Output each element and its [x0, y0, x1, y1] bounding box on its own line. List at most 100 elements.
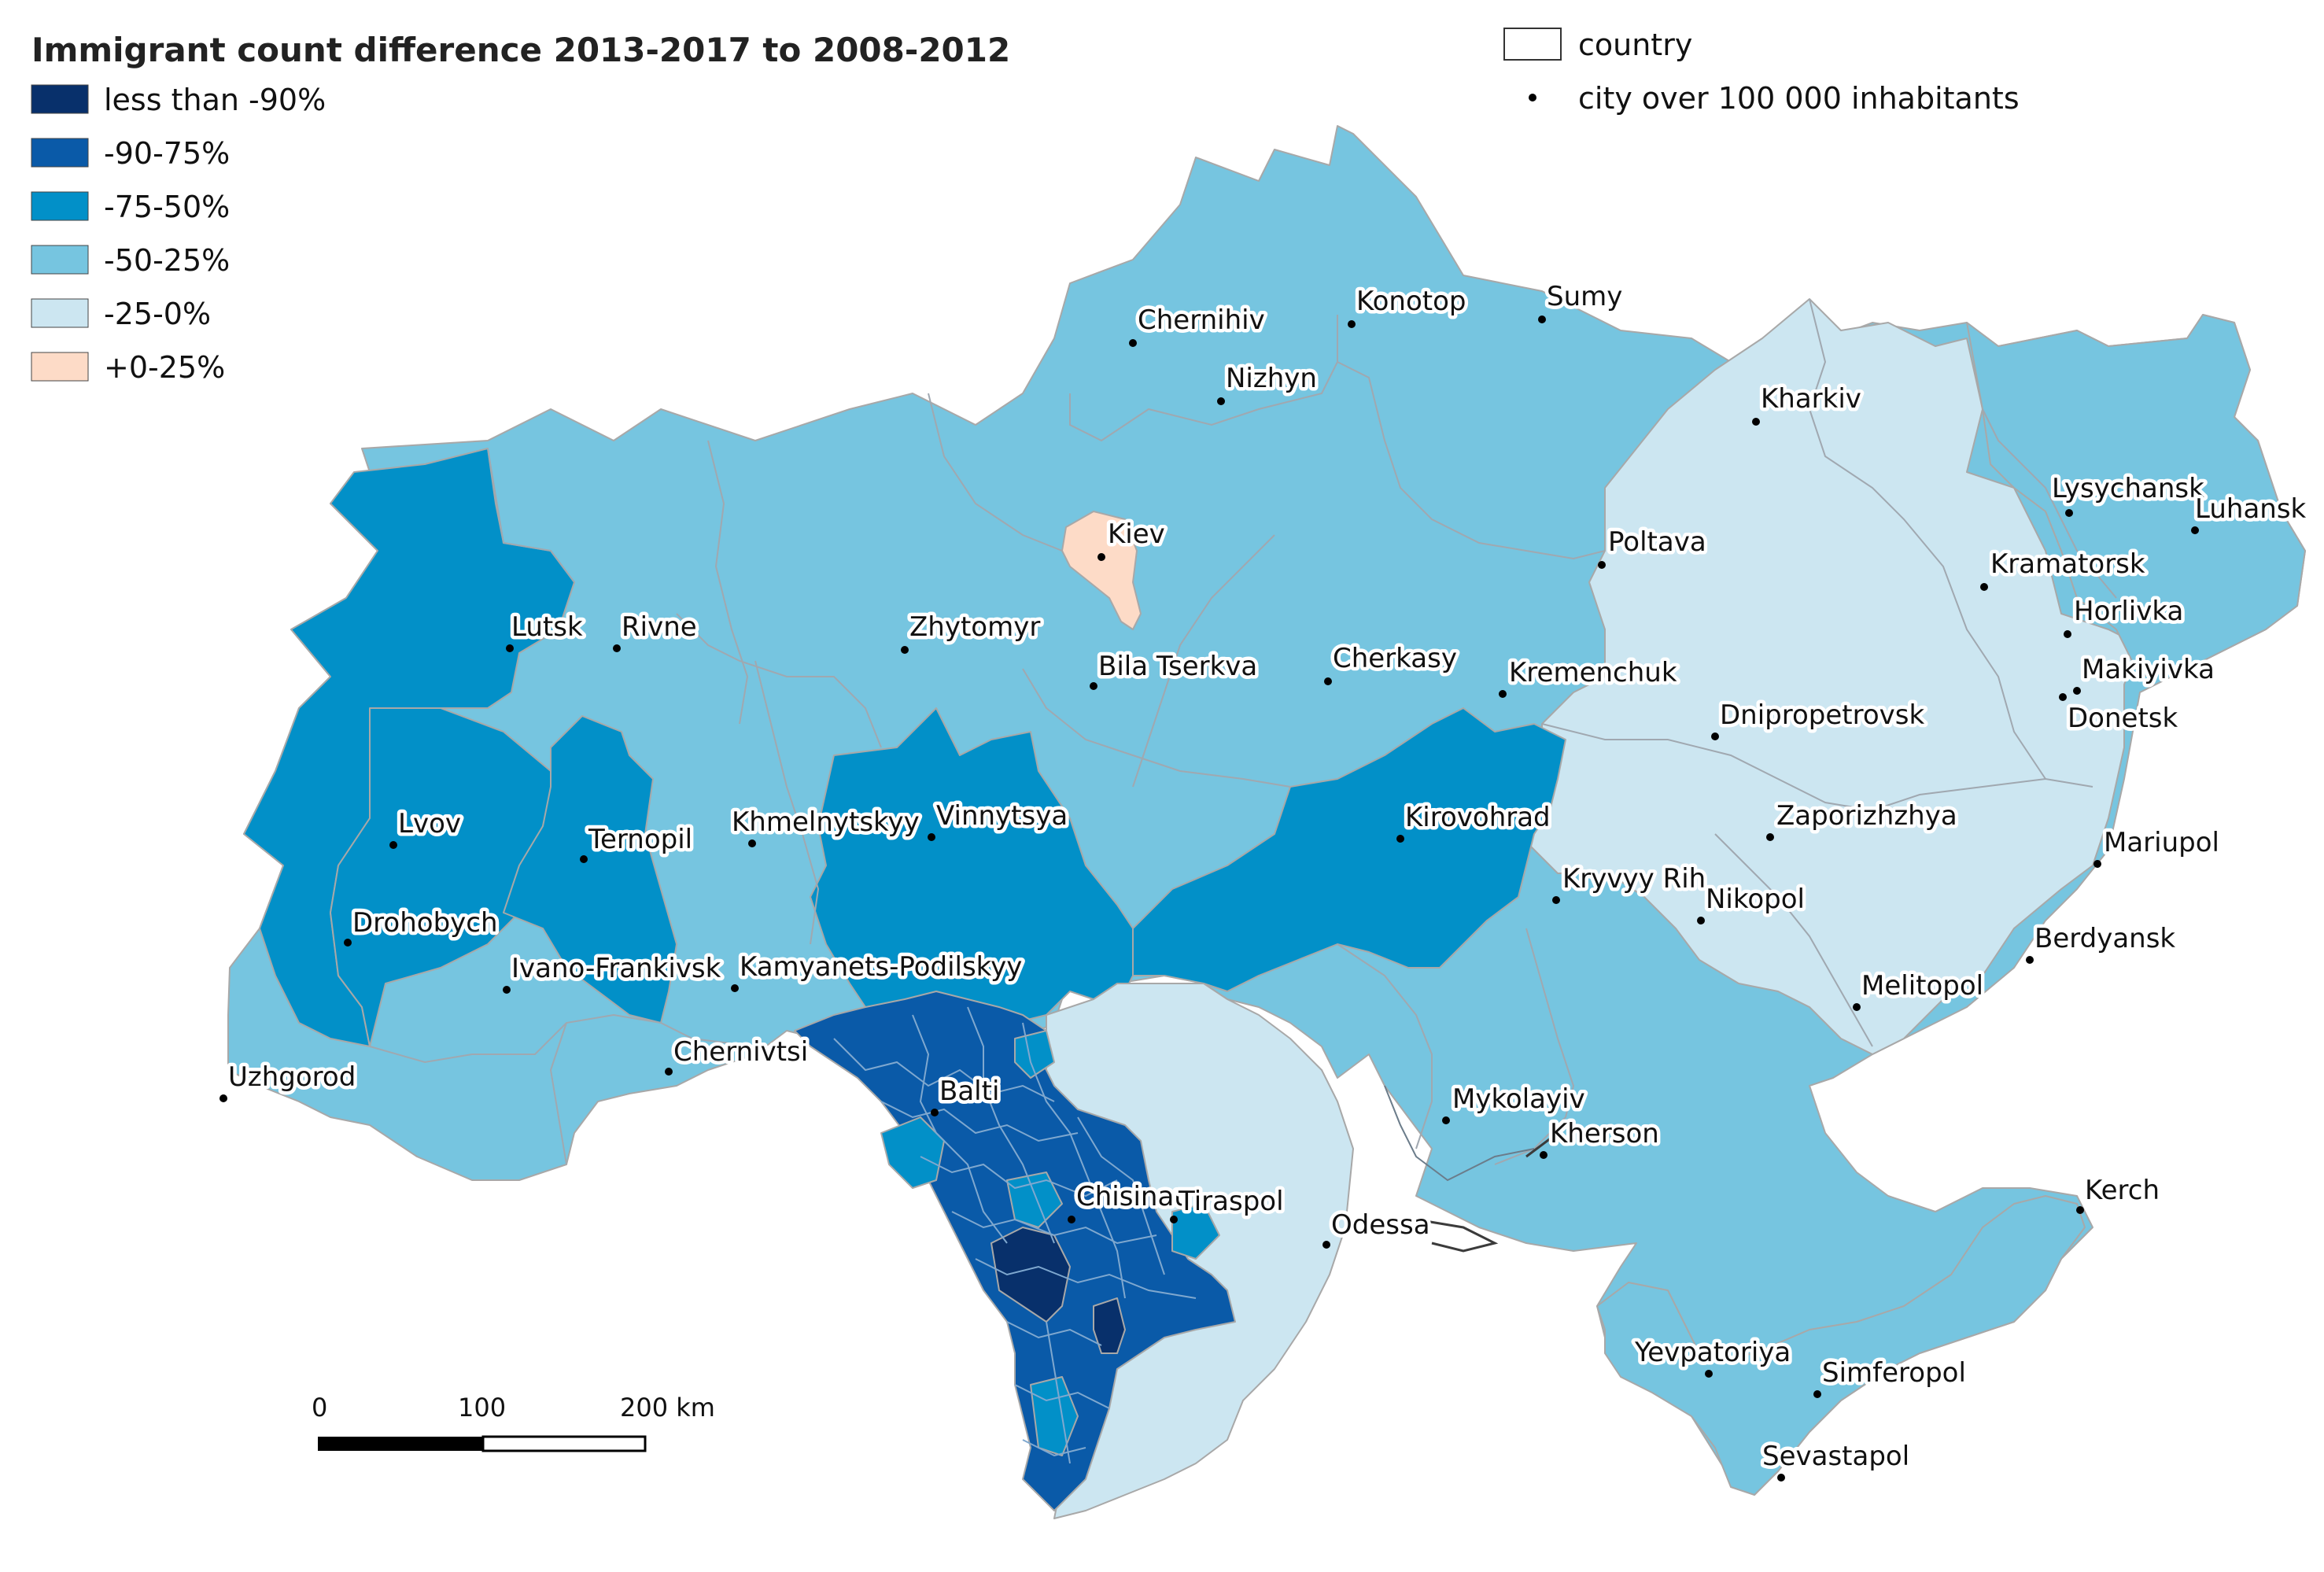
legend-item-less-than-90: less than -90%	[31, 83, 326, 117]
city-label: Kiev	[1108, 518, 1165, 550]
city-makiyivka: Makiyivka	[2073, 651, 2218, 695]
city-label: Mariupol	[2104, 827, 2219, 858]
region-kiev-city	[1061, 511, 1142, 630]
city-lutsk: Lutsk	[506, 608, 586, 652]
city-label: Tiraspol	[1178, 1186, 1284, 1217]
city-dot-icon	[1090, 682, 1097, 690]
city-label: Kryvyy Rih	[1562, 863, 1706, 895]
city-dot-icon	[219, 1094, 227, 1102]
city-label: Makiyivka	[2082, 654, 2215, 685]
city-dot-icon	[344, 939, 352, 947]
city-vinnytsya: Vinnytsya	[928, 797, 1072, 841]
city-lvov: Lvov	[389, 805, 465, 849]
city-label: Kremenchuk	[1509, 657, 1677, 688]
city-dot-icon	[2059, 693, 2067, 701]
city-mykolayiv: Mykolayiv	[1442, 1080, 1588, 1124]
city-dot-icon	[613, 644, 621, 652]
city-odessa: Odessa	[1322, 1206, 1433, 1249]
city-konotop: Konotop	[1348, 282, 1470, 328]
city-label: Nikopol	[1706, 884, 1805, 915]
city-dot-icon	[1540, 1151, 1547, 1159]
scale-bar: 0 100 200 km	[312, 1393, 715, 1452]
city-kerch: Kerch	[2076, 1172, 2164, 1214]
city-dot-icon	[1853, 1003, 1861, 1011]
city-dot-icon	[506, 644, 514, 652]
legend-label: -90-75%	[104, 136, 230, 171]
city-dot-icon	[748, 840, 756, 847]
city-rivne: Rivne	[613, 608, 700, 652]
legend-label: +0-25%	[104, 350, 225, 385]
city-khmelnytskyy: Khmelnytskyy	[729, 803, 923, 847]
city-label: Uzhgorod	[228, 1061, 356, 1093]
city-dot-icon	[1705, 1370, 1713, 1378]
city-label: Dnipropetrovsk	[1720, 699, 1924, 731]
city-kharkiv: Kharkiv	[1752, 380, 1865, 426]
city-label: Konotop	[1356, 286, 1466, 317]
city-label: Ivano-Frankivsk	[511, 953, 721, 984]
city-label: Zhytomyr	[909, 611, 1040, 643]
city-simferopol: Simferopol	[1813, 1354, 1969, 1398]
legend-label: -50-25%	[104, 243, 230, 278]
scale-segment-light	[481, 1435, 647, 1452]
scale-label-0: 0	[312, 1393, 327, 1423]
region-luhansk	[1966, 314, 2306, 677]
region-moldova-pocket-1	[880, 1116, 945, 1189]
city-kremenchuk: Kremenchuk	[1499, 654, 1680, 698]
city-dot-icon	[389, 841, 397, 849]
city-label: Lutsk	[511, 611, 583, 643]
city-dot-icon	[1697, 917, 1705, 924]
region-kirovohrad	[1132, 707, 1566, 992]
city-dot-icon	[1217, 397, 1225, 405]
city-kryvyy-rih: Kryvyy Rih	[1552, 860, 1710, 904]
city-kiev: Kiev	[1097, 515, 1168, 561]
city-kamyanets-podilskyy: Kamyanets-Podilskyy	[731, 948, 1026, 992]
region-moldova-darkest-1	[990, 1227, 1071, 1323]
city-uzhgorod: Uzhgorod	[219, 1058, 360, 1102]
city-kirovohrad: Kirovohrad	[1396, 799, 1554, 843]
city-dot-icon	[580, 855, 588, 863]
legend: Immigrant count difference 2013-2017 to …	[31, 28, 2020, 385]
city-label: Melitopol	[1861, 970, 1983, 1002]
city-label: Sevastapol	[1762, 1441, 1909, 1472]
region-moldova-darkest-2	[1093, 1297, 1126, 1354]
region-crimea	[1596, 1195, 2086, 1496]
legend-swatch	[31, 245, 89, 275]
legend-swatch	[31, 352, 89, 382]
city-dot-icon	[2191, 526, 2199, 534]
city-label: Yevpatoriya	[1634, 1337, 1791, 1368]
city-kherson: Kherson	[1540, 1115, 1662, 1159]
city-label: Odessa	[1331, 1209, 1430, 1241]
city-berdyansk: Berdyansk	[2026, 920, 2179, 964]
coastline-details	[1384, 1085, 1574, 1253]
city-label: Kherson	[1550, 1118, 1659, 1149]
city-dot-icon	[1752, 418, 1760, 426]
city-dot-icon	[1538, 316, 1546, 323]
city-nikopol: Nikopol	[1697, 880, 1809, 924]
city-dot-icon	[901, 646, 909, 654]
city-label: Kramatorsk	[1990, 548, 2145, 580]
city-label: Kamyanets-Podilskyy	[740, 951, 1022, 983]
city-dot-icon	[1552, 896, 1560, 904]
city-dot-icon	[1980, 583, 1988, 591]
city-dot-icon	[1396, 835, 1404, 843]
legend-label: -25-0%	[104, 297, 211, 331]
legend-label: less than -90%	[104, 83, 326, 117]
city-sevastapol: Sevastapol	[1759, 1437, 1913, 1482]
scale-label-200: 200 km	[620, 1393, 715, 1423]
city-label: Balti	[939, 1076, 999, 1107]
city-label: Nizhyn	[1226, 363, 1317, 394]
city-yevpatoriya: Yevpatoriya	[1631, 1334, 1795, 1378]
legend-item-25-0: -25-0%	[31, 297, 211, 331]
cities-layer: Chernihiv Konotop Sumy Nizhyn Kharkiv Kiev Lys…	[219, 278, 2310, 1482]
legend-item-city: city over 100 000 inhabitants	[1529, 81, 2020, 116]
legend-title: Immigrant count difference 2013-2017 to …	[31, 31, 1010, 69]
city-sumy: Sumy	[1538, 278, 1626, 323]
city-kramatorsk: Kramatorsk	[1980, 545, 2149, 591]
city-label: Bila Tserkva	[1098, 651, 1257, 682]
city-chisinau: Chisinau	[1068, 1178, 1194, 1223]
city-label: Poltava	[1608, 526, 1706, 558]
city-label: Mykolayiv	[1452, 1083, 1585, 1115]
city-dot-icon	[2076, 1206, 2084, 1214]
oblast-boundary-lines	[369, 298, 2117, 1165]
